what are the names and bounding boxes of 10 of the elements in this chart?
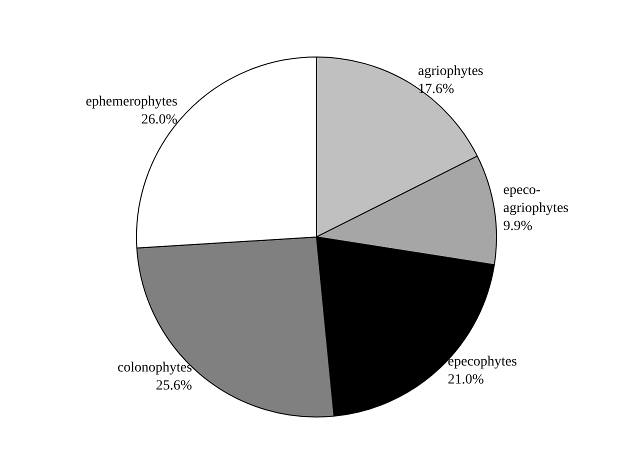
- slice-label: agriophytes: [418, 64, 484, 79]
- data-label: 26.0%: [141, 112, 178, 128]
- data-label: 17.6%: [418, 82, 455, 97]
- data-label: 21.0%: [448, 372, 484, 388]
- data-label: 25.6%: [156, 378, 192, 394]
- slice-label: colonophytes: [117, 360, 192, 376]
- slice-label: epeco-agriophytes: [503, 183, 569, 216]
- slice-label: epecophytes: [448, 354, 517, 370]
- slice-label: ephemerophytes: [86, 94, 178, 110]
- data-label: 9.9%: [503, 219, 533, 234]
